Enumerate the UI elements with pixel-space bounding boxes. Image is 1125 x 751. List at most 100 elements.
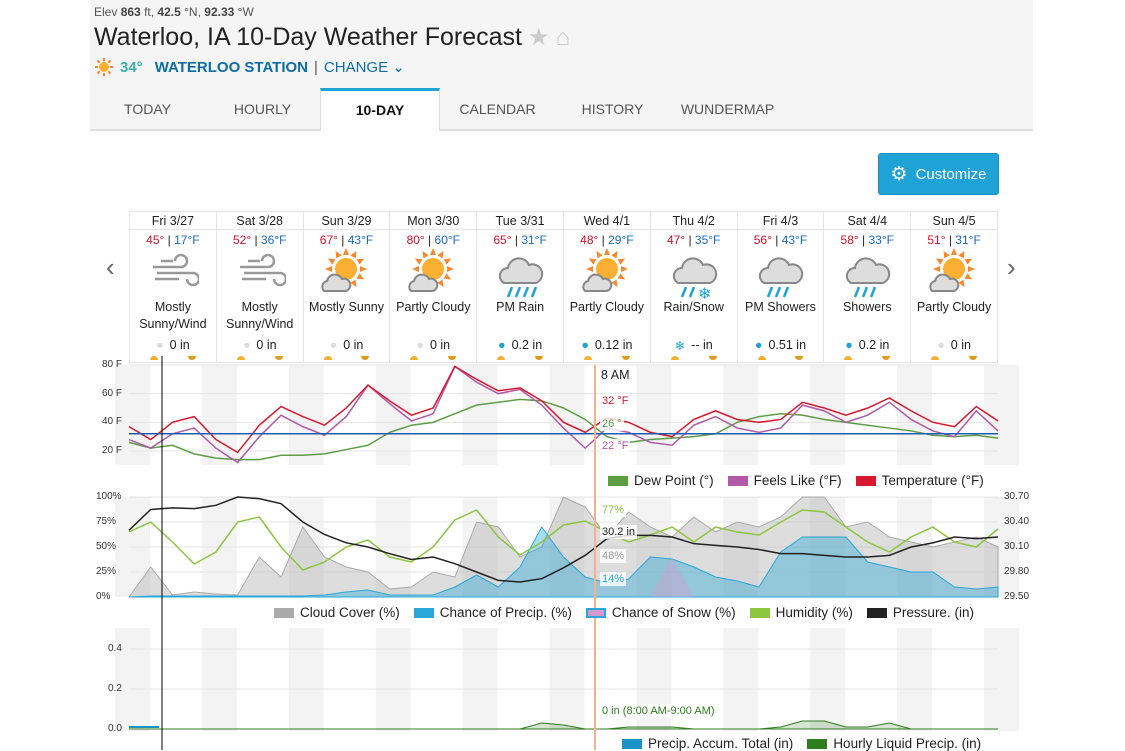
legend-hourly[interactable]: Hourly Liquid Precip. (in) bbox=[807, 736, 981, 751]
svg-text:❄: ❄ bbox=[698, 286, 711, 299]
customize-button[interactable]: ⚙ Customize bbox=[878, 153, 999, 195]
tab-history[interactable]: HISTORY bbox=[581, 101, 644, 117]
day-temps: 65° | 31°F bbox=[493, 233, 547, 247]
legend-snow[interactable]: Chance of Snow (%) bbox=[585, 605, 736, 620]
sunrise-icon bbox=[236, 356, 245, 360]
night-band bbox=[375, 628, 411, 731]
gear-icon: ⚙ bbox=[890, 163, 908, 185]
night-band bbox=[984, 365, 1019, 465]
high-temp: 67° bbox=[319, 233, 338, 247]
favorite-star-icon[interactable]: ★ bbox=[527, 24, 550, 51]
day-temps: 48° | 29°F bbox=[580, 233, 634, 247]
cloud-cover-area bbox=[128, 496, 999, 598]
night-band bbox=[375, 497, 411, 597]
sunrise-icon bbox=[670, 356, 679, 360]
tab-wundermap[interactable]: WUNDERMAP bbox=[680, 101, 775, 117]
legend-dew[interactable]: Dew Point (°) bbox=[608, 473, 714, 488]
night-band bbox=[375, 365, 411, 465]
low-temp: 33°F bbox=[868, 233, 894, 247]
day-column[interactable]: Tue 3/31 65° | 31°F PM Rain ● 0.2 in bbox=[477, 212, 564, 362]
day-temps: 58° | 33°F bbox=[840, 233, 894, 247]
day-column[interactable]: Mon 3/30 80° | 60°F Partly Cloudy ● 0 in bbox=[390, 212, 478, 362]
change-station-button[interactable]: CHANGE ⌄ bbox=[323, 59, 405, 76]
sunset-icon bbox=[534, 356, 543, 360]
day-column[interactable]: Fri 3/27 45° | 17°F Mostly Sunny/Wind ● 0… bbox=[130, 212, 217, 362]
night-band bbox=[201, 365, 237, 465]
day-column[interactable]: Wed 4/1 48° | 29°F Partly Cloudy ● 0.12 i… bbox=[563, 212, 651, 362]
home-icon[interactable]: ⌂ bbox=[555, 24, 570, 51]
low-temp: 43°F bbox=[347, 233, 374, 247]
tooltip-hourly-precip: 0 in (8:00 AM-9:00 AM) bbox=[600, 704, 717, 718]
legend-precip[interactable]: Chance of Precip. (%) bbox=[413, 605, 572, 620]
night-band bbox=[636, 497, 672, 597]
y2-tick: 30.10 bbox=[1004, 541, 1030, 552]
day-temps: 56° | 43°F bbox=[753, 233, 808, 247]
sunset-icon bbox=[708, 356, 717, 360]
legend-accum[interactable]: Precip. Accum. Total (in) bbox=[622, 736, 793, 751]
night-band bbox=[723, 628, 759, 731]
sun-cloud-icon bbox=[929, 248, 976, 292]
day-name: Sat 3/28 bbox=[216, 212, 303, 230]
legend-cloud[interactable]: Cloud Cover (%) bbox=[274, 605, 400, 620]
day-column[interactable]: Fri 4/3 56° | 43°F PM Showers ● 0.51 in bbox=[737, 212, 825, 362]
night-band bbox=[723, 497, 759, 597]
night-band bbox=[462, 497, 498, 597]
tab-10-day[interactable]: 10-DAY bbox=[320, 88, 440, 131]
sunrise-icon bbox=[844, 356, 853, 360]
condition-text: Mostly Sunny/Wind bbox=[139, 300, 207, 331]
precip-amount: ● 0 in bbox=[937, 338, 971, 352]
y2-tick: 30.70 bbox=[1004, 491, 1030, 502]
snow-chance-area bbox=[129, 557, 998, 597]
legend-temperature[interactable]: Temperature (°F) bbox=[855, 473, 984, 488]
legend-feels[interactable]: Feels Like (°F) bbox=[727, 473, 842, 488]
condition-text: Showers bbox=[842, 300, 892, 314]
day-temps: 67° | 43°F bbox=[319, 233, 374, 247]
legend-temp: Dew Point (°) Feels Like (°F) Temperatur… bbox=[608, 473, 984, 488]
sunset-icon bbox=[448, 356, 457, 360]
station-link[interactable]: WATERLOO STATION bbox=[154, 58, 309, 76]
tab-today[interactable]: TODAY bbox=[124, 101, 171, 117]
night-band bbox=[810, 497, 846, 597]
showers-icon bbox=[759, 257, 804, 298]
high-temp: 47° bbox=[666, 233, 686, 247]
rain-snow-icon: ❄ bbox=[672, 257, 717, 299]
night-band bbox=[723, 365, 759, 465]
night-band bbox=[549, 365, 585, 465]
tab-hourly[interactable]: HOURLY bbox=[233, 101, 292, 117]
day-column[interactable]: Sat 3/28 52° | 36°F Mostly Sunny/Wind ● 0… bbox=[216, 212, 304, 362]
drop-gray-icon: ● bbox=[416, 338, 424, 352]
day-name: Tue 3/31 bbox=[477, 212, 563, 230]
y2-tick: 29.80 bbox=[1004, 566, 1030, 577]
drop-gray-icon: ● bbox=[242, 338, 251, 352]
prev-arrow-icon[interactable]: ‹ bbox=[106, 252, 115, 282]
day-temps: 52° | 36°F bbox=[232, 233, 287, 247]
sunset-icon bbox=[274, 356, 283, 360]
day-column[interactable]: Thu 4/2 47° | 35°F ❄ Rain/Snow ❄ -- in bbox=[650, 212, 738, 362]
tab-calendar[interactable]: CALENDAR bbox=[459, 101, 536, 117]
day-name: Sun 4/5 bbox=[911, 212, 997, 230]
night-band bbox=[462, 628, 498, 731]
y2-tick: 30.40 bbox=[1004, 516, 1030, 527]
day-column[interactable]: Sun 3/29 67° | 43°F Mostly Sunny ● 0 in bbox=[303, 212, 391, 362]
night-band bbox=[201, 628, 237, 731]
location-header: Elev 863 ft, 42.5 °N, 92.33 °W Waterloo,… bbox=[90, 0, 1033, 131]
condition-text: Mostly Sunny/Wind bbox=[225, 300, 294, 331]
low-temp: 35°F bbox=[694, 233, 721, 247]
precip-amount: ● 0.2 in bbox=[498, 338, 543, 352]
sunset-icon bbox=[621, 356, 630, 360]
y2-tick: 29.50 bbox=[1004, 591, 1030, 602]
sun-cloud-icon bbox=[582, 248, 628, 292]
sun-icon bbox=[95, 58, 113, 76]
high-temp: 80° bbox=[406, 233, 425, 247]
day-temps: 47° | 35°F bbox=[666, 233, 721, 247]
precip-amount: ● 0 in bbox=[156, 338, 190, 352]
separator: | bbox=[314, 58, 318, 76]
day-column[interactable]: Sat 4/4 58° | 33°F Showers ● 0.2 in bbox=[824, 212, 912, 362]
condition-text: PM Rain bbox=[496, 300, 545, 314]
y-tick: 0.4 bbox=[108, 643, 122, 654]
current-temp: 34° bbox=[120, 58, 143, 76]
next-arrow-icon[interactable]: › bbox=[1007, 252, 1016, 282]
legend-humidity[interactable]: Humidity (%) bbox=[749, 605, 853, 620]
legend-pressure[interactable]: Pressure. (in) bbox=[866, 605, 974, 620]
day-column[interactable]: Sun 4/5 51° | 31°F Partly Cloudy ● 0 in bbox=[911, 212, 997, 362]
